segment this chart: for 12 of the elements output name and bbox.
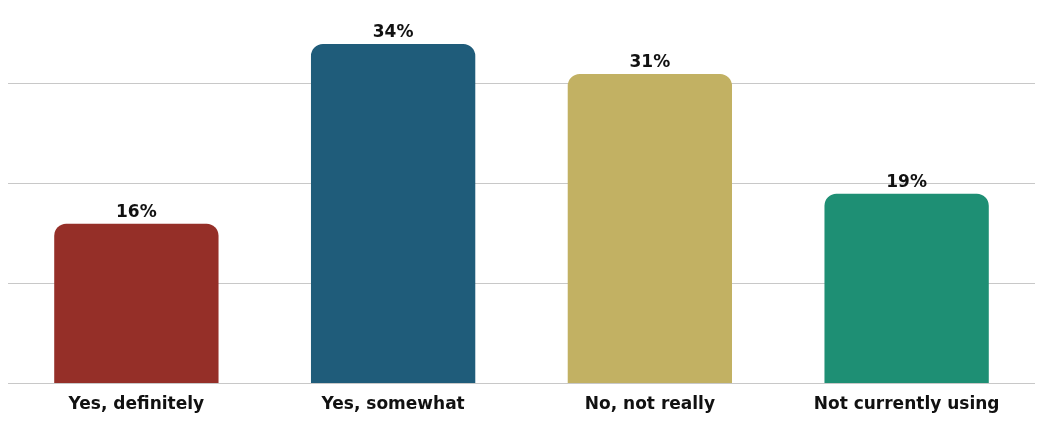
bar	[310, 43, 476, 384]
x-tick-label: Not currently using	[813, 393, 1000, 414]
data-label: 31%	[629, 50, 671, 71]
data-label: 16%	[116, 200, 157, 221]
data-label: 34%	[372, 20, 414, 41]
x-tick-label: Yes, definitely	[67, 393, 205, 414]
x-tick-label: Yes, somewhat	[320, 393, 465, 414]
bar	[824, 193, 989, 384]
data-label: 19%	[886, 170, 927, 191]
x-tick-label: No, not really	[584, 393, 715, 414]
bar	[567, 73, 733, 384]
bar	[54, 223, 219, 384]
